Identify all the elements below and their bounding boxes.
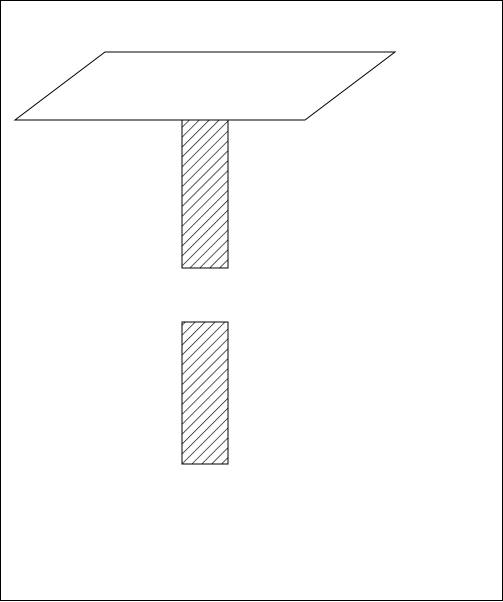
diagram-frame bbox=[0, 0, 503, 601]
node-platform1 bbox=[15, 52, 395, 120]
construction-diagram bbox=[1, 1, 503, 602]
shaft-bar1 bbox=[182, 114, 228, 268]
shaft-bar2 bbox=[182, 322, 228, 464]
